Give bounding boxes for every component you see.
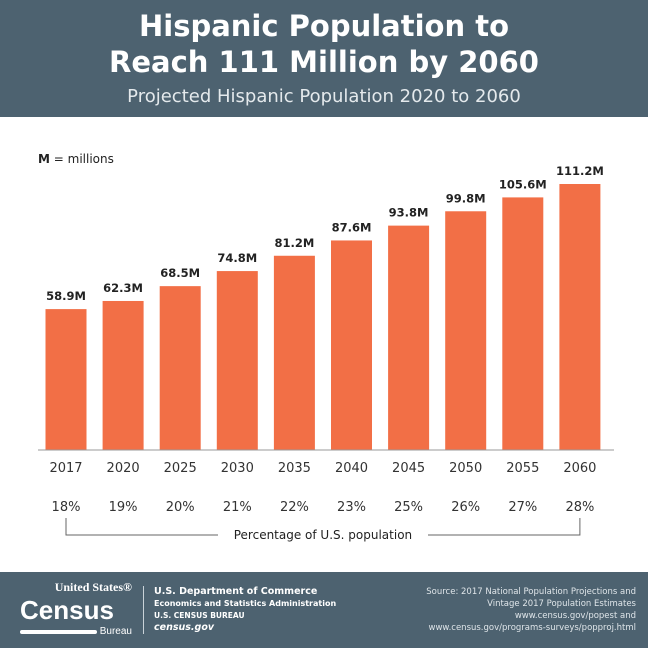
data-label: 74.8M: [217, 251, 257, 265]
footer: United States® Census Bureau U.S. Depart…: [0, 572, 648, 648]
x-tick-label: 2055: [506, 461, 539, 476]
percent-label: 25%: [394, 500, 423, 515]
x-tick-label: 2017: [49, 461, 82, 476]
bureau: U.S. CENSUS BUREAU: [154, 611, 245, 620]
title-line-2: Reach 111 Million by 2060: [109, 45, 539, 79]
source-line[interactable]: www.census.gov/programs-surveys/popproj.…: [428, 623, 637, 633]
title-line-1: Hispanic Population to: [138, 9, 510, 43]
x-tick-label: 2050: [449, 461, 482, 476]
title: Hispanic Population to Reach 111 Million …: [0, 8, 648, 80]
subtitle: Projected Hispanic Population 2020 to 20…: [127, 86, 521, 107]
percent-label: 28%: [565, 500, 594, 515]
bracket-right: [428, 518, 581, 536]
header: Hispanic Population to Reach 111 Million …: [0, 0, 648, 117]
dept: U.S. Department of Commerce: [154, 586, 318, 597]
percent-label: 18%: [52, 500, 81, 515]
bar: [445, 211, 487, 450]
bar: [273, 255, 315, 450]
x-tick-label: 2040: [335, 461, 368, 476]
percent-label: 26%: [451, 500, 480, 515]
source: Source: 2017 National Population Project…: [426, 586, 636, 634]
bar-chart: 58.9M 2017 18% 62.3M 2020 19% 68.5M 2025 20% 74.8…: [38, 164, 614, 542]
logo-bottom: Bureau: [99, 626, 132, 637]
data-label: 93.8M: [389, 206, 429, 220]
logo-bar: [20, 629, 97, 634]
data-label: 58.9M: [46, 289, 86, 303]
x-tick-label: 2025: [164, 461, 197, 476]
legend-text: = millions: [49, 152, 114, 166]
bar: [159, 286, 201, 450]
bar: [388, 225, 430, 450]
site-link[interactable]: census.gov: [154, 622, 215, 633]
x-tick-label: 2045: [392, 461, 425, 476]
data-label: 87.6M: [332, 220, 372, 234]
x-tick-label: 2020: [107, 461, 140, 476]
data-label: 99.8M: [446, 191, 486, 205]
data-label: 62.3M: [103, 281, 143, 295]
percent-label: 23%: [337, 500, 366, 515]
percent-caption: Percentage of U.S. population: [234, 528, 412, 542]
source-line: Vintage 2017 Population Estimates: [487, 599, 636, 609]
bar: [45, 309, 87, 450]
percent-label: 22%: [280, 500, 309, 515]
bracket-left: [65, 518, 218, 536]
data-label: 111.2M: [556, 164, 604, 178]
data-label: 68.5M: [160, 266, 200, 280]
percent-label: 21%: [223, 500, 252, 515]
data-label: 105.6M: [499, 177, 547, 191]
logo-main: Census: [20, 595, 114, 625]
x-tick-label: 2035: [278, 461, 311, 476]
bar: [502, 197, 544, 450]
bar: [331, 240, 372, 450]
source-line: Source: 2017 National Population Project…: [426, 587, 636, 597]
percent-label: 19%: [109, 500, 138, 515]
esa: Economics and Statistics Administration: [154, 599, 337, 608]
x-tick-label: 2030: [221, 461, 254, 476]
data-label: 81.2M: [274, 236, 314, 250]
source-line[interactable]: www.census.gov/popest and: [514, 611, 636, 621]
percent-label: 20%: [166, 500, 195, 515]
census-logo: United States® Census Bureau: [20, 580, 132, 638]
x-tick-label: 2060: [563, 461, 596, 476]
legend-key: M: [38, 152, 50, 166]
units-legend: M = millions: [38, 152, 114, 166]
divider: [143, 586, 144, 634]
logo-top: United States®: [54, 580, 132, 594]
bar: [102, 300, 144, 450]
bar: [559, 184, 601, 450]
percent-label: 27%: [508, 500, 537, 515]
dept-info: U.S. Department of Commerce Economics an…: [154, 586, 336, 634]
bar: [216, 271, 258, 450]
